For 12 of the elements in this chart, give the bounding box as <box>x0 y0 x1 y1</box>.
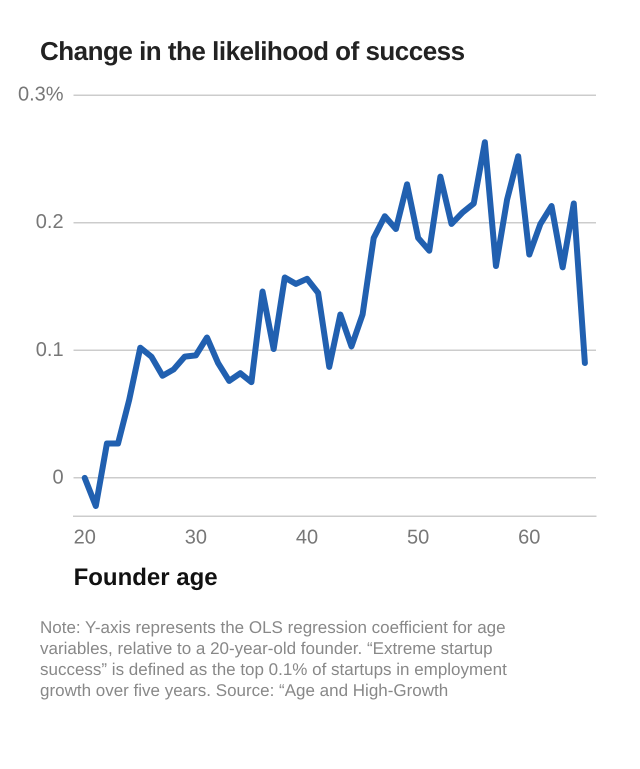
x-tick-label: 30 <box>184 526 207 549</box>
x-tick-label: 50 <box>407 526 430 549</box>
y-tick-label: 0 <box>52 466 64 488</box>
x-tick-label: 60 <box>518 526 540 549</box>
x-axis-title: Founder age <box>74 564 218 592</box>
text: Note: Y-axis represents the OLS regression coefficient for age variables, relative to a 20-year-old founder. “Extreme startup success” is defined as the top 0.1% of startups in employment growth over five years. Source: “Age and High-Growth <box>39 617 508 701</box>
y-tick-label: 0.1 <box>36 338 64 361</box>
y-tick-label: 0.3% <box>18 84 64 106</box>
chart-title: Change in the likelihood of success <box>39 35 466 68</box>
x-tick-label: 40 <box>296 526 318 549</box>
y-tick-label: 0.2 <box>36 211 64 234</box>
x-tick-label: 20 <box>74 526 96 549</box>
